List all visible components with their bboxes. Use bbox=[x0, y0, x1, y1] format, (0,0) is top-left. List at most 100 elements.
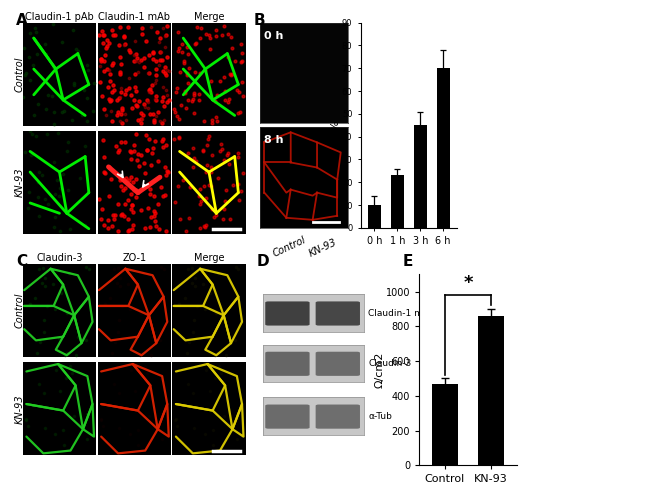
Point bbox=[130, 56, 140, 64]
Point bbox=[172, 83, 182, 92]
Point bbox=[25, 29, 35, 37]
Point bbox=[141, 146, 151, 154]
Point bbox=[190, 39, 201, 47]
Point bbox=[136, 151, 146, 159]
Point bbox=[135, 374, 146, 382]
Point bbox=[210, 374, 220, 382]
Point bbox=[205, 45, 215, 53]
Point bbox=[49, 213, 60, 221]
Point bbox=[229, 56, 240, 64]
Text: B: B bbox=[254, 13, 265, 28]
Point bbox=[192, 24, 202, 32]
Point bbox=[187, 97, 197, 105]
Point bbox=[48, 20, 58, 28]
Point bbox=[73, 333, 83, 341]
Point bbox=[202, 141, 213, 149]
Point bbox=[114, 94, 124, 102]
Point bbox=[225, 70, 235, 78]
Point bbox=[218, 215, 228, 223]
Point bbox=[218, 73, 229, 81]
Point bbox=[40, 195, 50, 203]
Title: Claudin-1 pAb: Claudin-1 pAb bbox=[25, 12, 94, 22]
Point bbox=[113, 148, 124, 156]
Y-axis label: Ω/cm2: Ω/cm2 bbox=[374, 352, 384, 388]
Point bbox=[175, 68, 185, 76]
Text: C: C bbox=[16, 254, 27, 269]
Point bbox=[111, 96, 122, 104]
Point bbox=[209, 213, 219, 221]
Point bbox=[224, 95, 234, 103]
Point bbox=[21, 415, 31, 424]
Point bbox=[29, 111, 39, 119]
Point bbox=[174, 134, 184, 142]
Point bbox=[20, 71, 30, 79]
Point bbox=[82, 61, 92, 69]
Point bbox=[154, 38, 164, 46]
Point bbox=[161, 86, 172, 94]
Point bbox=[138, 111, 148, 119]
Point bbox=[207, 426, 218, 434]
Point bbox=[138, 63, 149, 71]
Point bbox=[128, 221, 138, 229]
Point bbox=[146, 213, 157, 221]
Bar bbox=[368, 205, 381, 228]
Point bbox=[68, 52, 78, 60]
Point bbox=[162, 169, 173, 177]
Point bbox=[101, 44, 111, 52]
Point bbox=[150, 217, 161, 225]
Point bbox=[68, 79, 79, 87]
Point bbox=[108, 81, 118, 90]
Point bbox=[149, 116, 159, 124]
Point bbox=[132, 102, 142, 110]
Point bbox=[96, 414, 107, 423]
Point bbox=[113, 389, 124, 397]
Point bbox=[184, 339, 194, 347]
Point bbox=[136, 30, 147, 38]
Point bbox=[218, 22, 229, 30]
Point bbox=[130, 37, 140, 45]
Point bbox=[231, 410, 242, 418]
Point bbox=[34, 380, 44, 388]
Point bbox=[117, 104, 127, 112]
Point bbox=[161, 227, 172, 235]
Bar bbox=[432, 384, 458, 465]
Point bbox=[148, 55, 158, 63]
Point bbox=[189, 109, 200, 117]
Text: D: D bbox=[257, 254, 269, 269]
Point bbox=[226, 33, 236, 41]
Point bbox=[136, 119, 146, 127]
Point bbox=[136, 56, 146, 64]
Point bbox=[99, 57, 110, 65]
Point bbox=[150, 95, 161, 103]
Point bbox=[205, 182, 216, 190]
Point bbox=[205, 387, 215, 395]
Point bbox=[185, 184, 195, 192]
Point bbox=[114, 41, 125, 49]
Point bbox=[144, 135, 154, 143]
Point bbox=[124, 225, 134, 233]
Point bbox=[131, 130, 141, 138]
Point bbox=[28, 401, 38, 409]
Point bbox=[147, 81, 157, 89]
Point bbox=[148, 118, 159, 126]
Point bbox=[151, 76, 161, 85]
Point bbox=[135, 351, 145, 359]
Point bbox=[119, 211, 129, 219]
Point bbox=[145, 110, 155, 118]
Point bbox=[200, 430, 210, 438]
Point bbox=[97, 27, 107, 35]
Point bbox=[143, 104, 153, 112]
Point bbox=[164, 67, 174, 75]
Point bbox=[131, 88, 141, 96]
Point bbox=[130, 70, 140, 78]
Point bbox=[162, 66, 172, 74]
Point bbox=[216, 31, 227, 39]
Point bbox=[198, 146, 208, 154]
Point bbox=[38, 389, 49, 397]
Point bbox=[98, 167, 109, 176]
Bar bbox=[414, 125, 426, 228]
Point bbox=[190, 40, 200, 48]
Point bbox=[179, 88, 190, 96]
Point bbox=[190, 68, 200, 76]
Point bbox=[71, 351, 81, 359]
